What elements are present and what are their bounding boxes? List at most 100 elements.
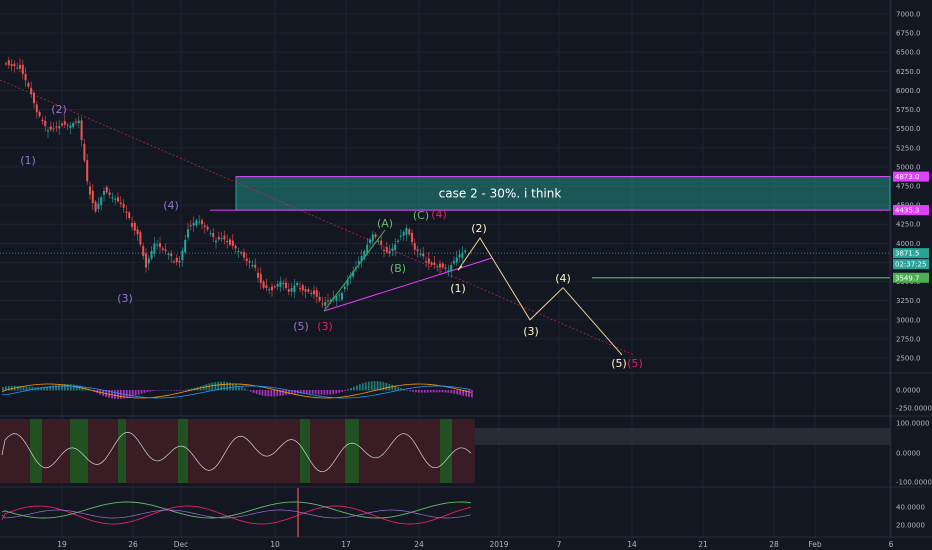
candle-body: [301, 285, 304, 291]
cci-band-ext: [475, 428, 890, 445]
price-tick: 2500.0: [896, 355, 921, 363]
candle-body: [279, 281, 282, 287]
candle-body: [52, 128, 55, 130]
macd-bar: [400, 388, 403, 391]
macd-bar: [214, 382, 217, 391]
target-zone[interactable]: case 2 - 30%. i think: [210, 176, 891, 211]
macd-bar: [288, 390, 290, 395]
candle-body: [94, 201, 97, 212]
candle-body: [385, 247, 388, 253]
zone-label: case 2 - 30%. i think: [439, 186, 562, 200]
candle-body: [321, 303, 324, 305]
candle-body: [114, 198, 117, 200]
macd-bar: [187, 389, 190, 391]
adx-line: [1, 509, 472, 519]
candle-body: [33, 92, 35, 104]
candle-body: [276, 284, 279, 287]
candle-body: [259, 273, 262, 283]
candle-body: [72, 123, 75, 127]
candle-body: [21, 64, 24, 74]
macd-bar: [7, 386, 10, 391]
candle-body: [35, 104, 38, 113]
candle-body: [405, 228, 408, 235]
candle-body: [413, 243, 416, 250]
candle-body: [77, 120, 80, 124]
candle-body: [97, 203, 100, 209]
candle-body: [335, 295, 338, 301]
candle-body: [237, 250, 240, 252]
macd-bar: [258, 390, 261, 395]
macd-bar: [459, 390, 462, 395]
candle-body: [145, 253, 147, 268]
candle-body: [394, 244, 397, 250]
price-tag: 02:37:25: [893, 259, 929, 270]
macd-bar: [128, 390, 131, 398]
macd-bar: [276, 390, 279, 397]
trend-lines: [0, 79, 890, 356]
macd-bar: [252, 390, 255, 393]
price-tick: 6250.0: [896, 68, 921, 76]
macd-bar: [164, 389, 167, 391]
macd-bar: [314, 390, 317, 395]
macd-bar: [382, 382, 385, 391]
candle-body: [161, 248, 164, 250]
macd-bar: [282, 390, 285, 396]
price-tick: 4750.0: [896, 183, 921, 191]
macd-bar: [226, 382, 228, 391]
price-tag-label: 4435.3: [895, 207, 920, 215]
indicator-tick: -100.0000: [896, 479, 932, 487]
candle-body: [318, 296, 321, 301]
macd-bar: [235, 384, 237, 391]
wave-label: (2): [471, 222, 487, 235]
macd-bar: [75, 384, 78, 391]
macd-bar: [149, 390, 152, 392]
macd-bar: [69, 384, 72, 391]
price-tick: 6500.0: [896, 49, 921, 57]
macd-bar: [471, 390, 473, 398]
candle-body: [391, 248, 394, 251]
candle-body: [265, 285, 268, 288]
candle-body: [215, 240, 217, 243]
time-tick: 2019: [489, 540, 508, 549]
candle-body: [363, 250, 366, 259]
macd-bar: [49, 386, 51, 391]
candle-body: [304, 289, 307, 292]
macd-bar: [43, 386, 46, 391]
macd-bar: [72, 384, 75, 391]
time-axis[interactable]: 19 26 Dec 10 17 24 2019 7 14 21 28 Feb 6: [57, 540, 893, 549]
macd-bar: [447, 390, 450, 393]
candle-body: [296, 282, 299, 286]
candle-body: [433, 262, 436, 265]
price-tick: 5250.0: [896, 144, 921, 152]
wave-label: (A): [377, 217, 393, 230]
candle-body: [338, 294, 341, 296]
candle-body: [402, 231, 405, 236]
candle-body: [380, 240, 383, 245]
candle-body: [273, 286, 276, 288]
wave-label: (4): [555, 272, 571, 285]
candle-body: [341, 292, 343, 300]
macd-bar: [40, 387, 43, 391]
macd-bar: [217, 381, 220, 391]
candle-body: [285, 282, 287, 288]
macd-bar: [134, 390, 137, 396]
candle-body: [24, 73, 27, 81]
price-axis[interactable]: 7000.0 6750.0 6500.0 6250.0 6000.0 5750.0 5500…: [896, 11, 932, 530]
time-tick: 19: [57, 540, 67, 549]
macd-bar: [432, 390, 435, 393]
candle-body: [324, 301, 327, 306]
macd-bar: [25, 386, 28, 391]
candle-body: [329, 299, 332, 302]
price-tick: 4250.0: [896, 221, 921, 229]
macd-bar: [170, 390, 172, 391]
lower-trendline: [323, 257, 493, 312]
wave-label: (C): [413, 209, 429, 222]
candle-body: [343, 286, 346, 290]
candle-body: [167, 253, 170, 255]
time-tick: 26: [128, 540, 138, 549]
macd-bar: [117, 390, 119, 399]
macd-bar: [261, 390, 264, 396]
macd-bar: [347, 389, 349, 391]
candle-body: [41, 119, 44, 122]
macd-bar: [114, 390, 116, 399]
